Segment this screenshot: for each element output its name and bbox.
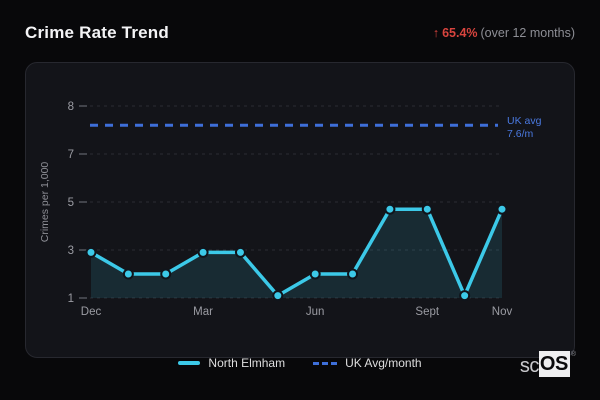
solid-line-swatch-icon [178,361,201,365]
svg-text:8: 8 [68,101,74,113]
svg-text:5: 5 [68,197,74,209]
legend-label: North Elmham [208,356,286,370]
svg-text:Sept: Sept [415,306,439,318]
svg-text:3: 3 [68,245,74,257]
svg-text:Nov: Nov [492,306,513,318]
card-header: Crime Rate Trend ↑ 65.4% (over 12 months… [25,20,575,46]
logo-box: OS [538,351,570,377]
page-title: Crime Rate Trend [25,23,169,42]
chart-legend: North Elmham UK Avg/month [0,356,600,370]
up-arrow-icon: ↑ [432,26,440,40]
dashed-line-swatch-icon [313,361,338,365]
registered-mark: ® [570,351,576,358]
svg-text:1: 1 [68,293,74,305]
legend-label: UK Avg/month [345,356,422,370]
scos-logo: sc OS ® [520,351,576,377]
chart-panel: 1 3 5 7 8 Dec Mar Jun Sept Nov UK avg 7.6/m Crimes p… [25,62,575,358]
logo-prefix: sc [519,355,540,377]
svg-text:Mar: Mar [193,306,213,318]
trend-stat: ↑ 65.4% (over 12 months) [433,26,575,40]
legend-item-uk-avg[interactable]: UK Avg/month [313,356,422,370]
svg-text:7.6/m: 7.6/m [507,128,534,140]
svg-text:Jun: Jun [306,306,325,318]
stat-value: 65.4% [442,26,478,40]
svg-text:7: 7 [68,149,74,161]
legend-item-north-elmham[interactable]: North Elmham [178,356,285,370]
stat-caption: (over 12 months) [480,26,575,40]
svg-text:UK avg: UK avg [507,115,542,127]
svg-text:Dec: Dec [81,306,102,318]
svg-text:Crimes per 1,000: Crimes per 1,000 [39,162,51,243]
